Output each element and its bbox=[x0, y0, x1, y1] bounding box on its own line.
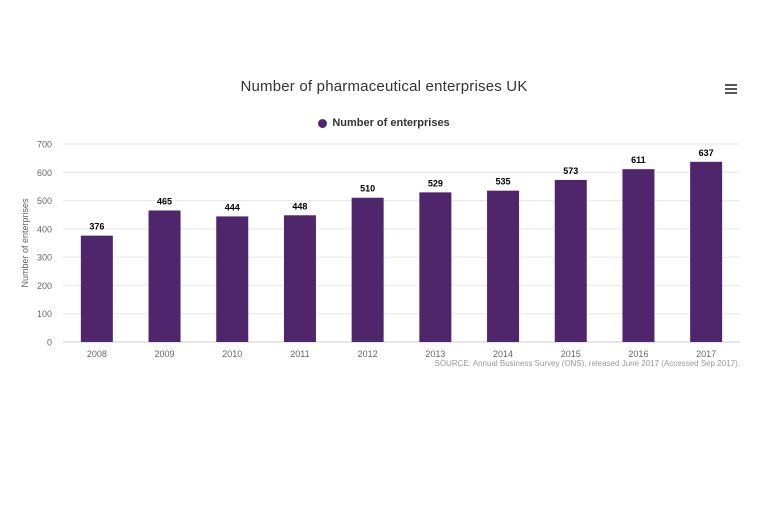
x-tick-label: 2010 bbox=[222, 349, 242, 359]
data-label: 637 bbox=[699, 148, 714, 158]
bar-2012 bbox=[351, 197, 384, 342]
y-tick-label: 400 bbox=[37, 224, 52, 234]
bar-2013 bbox=[419, 192, 452, 342]
bar-2014 bbox=[487, 190, 520, 342]
data-label: 510 bbox=[360, 184, 375, 194]
legend-marker bbox=[318, 118, 328, 128]
y-tick-label: 500 bbox=[37, 196, 52, 206]
legend-label: Number of enterprises bbox=[332, 117, 450, 129]
x-tick-label: 2014 bbox=[493, 349, 513, 359]
x-tick-label: 2012 bbox=[358, 349, 378, 359]
bar-2009 bbox=[148, 210, 181, 342]
chart-title: Number of pharmaceutical enterprises UK bbox=[240, 78, 528, 95]
y-tick-label: 300 bbox=[37, 253, 52, 263]
data-label: 444 bbox=[225, 202, 240, 212]
bar-2015 bbox=[554, 179, 587, 342]
bar-2011 bbox=[283, 215, 316, 342]
data-label: 529 bbox=[428, 178, 443, 188]
data-label: 535 bbox=[496, 177, 511, 187]
y-tick-label: 600 bbox=[37, 168, 52, 178]
chart-legend: Number of enterprises bbox=[0, 117, 768, 131]
x-tick-label: 2008 bbox=[87, 349, 107, 359]
y-axis-title: Number of enterprises bbox=[20, 198, 30, 288]
y-tick-label: 100 bbox=[37, 309, 52, 319]
x-tick-label: 2016 bbox=[628, 349, 648, 359]
x-tick-label: 2015 bbox=[561, 349, 581, 359]
bar-2008 bbox=[80, 235, 113, 342]
bar-2016 bbox=[622, 169, 655, 342]
x-tick-label: 2009 bbox=[155, 349, 175, 359]
legend-item-enterprises[interactable]: Number of enterprises bbox=[318, 117, 450, 129]
bar-2010 bbox=[216, 216, 249, 342]
data-label: 448 bbox=[292, 201, 307, 211]
data-label: 376 bbox=[89, 222, 104, 232]
y-tick-label: 200 bbox=[37, 281, 52, 291]
x-tick-label: 2017 bbox=[696, 349, 716, 359]
data-label: 611 bbox=[631, 155, 646, 165]
x-tick-label: 2011 bbox=[290, 349, 309, 359]
source-note: SOURCE: Annual Business Survey (ONS), re… bbox=[434, 359, 741, 368]
y-tick-label: 700 bbox=[37, 140, 52, 150]
y-tick-label: 0 bbox=[47, 338, 52, 348]
hamburger-menu-icon[interactable] bbox=[722, 83, 742, 97]
x-tick-label: 2013 bbox=[425, 349, 445, 359]
data-label: 573 bbox=[563, 166, 578, 176]
data-label: 465 bbox=[157, 196, 172, 206]
bar-2017 bbox=[690, 161, 723, 342]
